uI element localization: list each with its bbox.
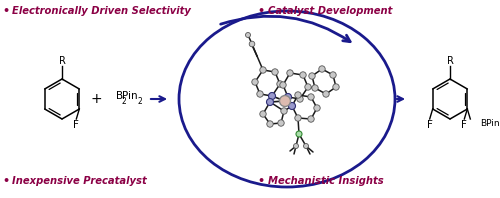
Ellipse shape — [284, 93, 292, 101]
Text: 2: 2 — [122, 96, 126, 106]
Ellipse shape — [308, 94, 314, 100]
Text: F: F — [426, 120, 432, 130]
Text: +: + — [90, 92, 102, 106]
Text: B: B — [116, 91, 123, 101]
Ellipse shape — [296, 131, 302, 137]
Ellipse shape — [314, 105, 320, 111]
Text: F: F — [74, 120, 80, 130]
Ellipse shape — [304, 144, 308, 148]
Text: R: R — [58, 56, 66, 66]
Text: •: • — [258, 6, 264, 16]
Ellipse shape — [333, 84, 339, 90]
Text: Electronically Driven Selectivity: Electronically Driven Selectivity — [12, 6, 192, 16]
Ellipse shape — [277, 81, 283, 87]
Ellipse shape — [260, 111, 266, 117]
Ellipse shape — [294, 144, 298, 148]
Ellipse shape — [285, 94, 291, 100]
Text: F: F — [462, 120, 468, 130]
Ellipse shape — [246, 32, 250, 37]
Ellipse shape — [289, 103, 295, 109]
Text: Pin: Pin — [122, 91, 138, 101]
Ellipse shape — [252, 79, 258, 85]
Ellipse shape — [323, 91, 329, 97]
Ellipse shape — [319, 66, 325, 72]
Ellipse shape — [295, 115, 301, 121]
Ellipse shape — [305, 84, 311, 90]
Text: Mechanistic Insights: Mechanistic Insights — [268, 176, 384, 186]
Ellipse shape — [288, 103, 296, 109]
Ellipse shape — [278, 120, 284, 126]
Ellipse shape — [295, 92, 301, 98]
Text: 2: 2 — [138, 96, 142, 106]
Ellipse shape — [281, 108, 287, 114]
Ellipse shape — [257, 91, 263, 97]
Ellipse shape — [300, 72, 306, 78]
Ellipse shape — [266, 98, 274, 106]
Text: •: • — [2, 176, 10, 186]
Ellipse shape — [267, 121, 273, 127]
Text: Catalyst Development: Catalyst Development — [268, 6, 392, 16]
Text: •: • — [258, 176, 264, 186]
Ellipse shape — [330, 72, 336, 78]
Ellipse shape — [267, 99, 273, 105]
Ellipse shape — [280, 82, 286, 88]
Ellipse shape — [272, 69, 278, 75]
Ellipse shape — [309, 73, 315, 79]
Text: Inexpensive Precatalyst: Inexpensive Precatalyst — [12, 176, 147, 186]
Ellipse shape — [297, 96, 303, 102]
Ellipse shape — [260, 67, 266, 73]
Ellipse shape — [312, 85, 318, 91]
Text: •: • — [2, 6, 10, 16]
Ellipse shape — [269, 93, 275, 99]
Text: R: R — [446, 56, 454, 66]
Ellipse shape — [287, 70, 293, 76]
Ellipse shape — [280, 95, 290, 107]
Text: BPin: BPin — [480, 118, 500, 128]
Ellipse shape — [249, 41, 255, 47]
Ellipse shape — [268, 92, 276, 100]
Ellipse shape — [308, 116, 314, 122]
